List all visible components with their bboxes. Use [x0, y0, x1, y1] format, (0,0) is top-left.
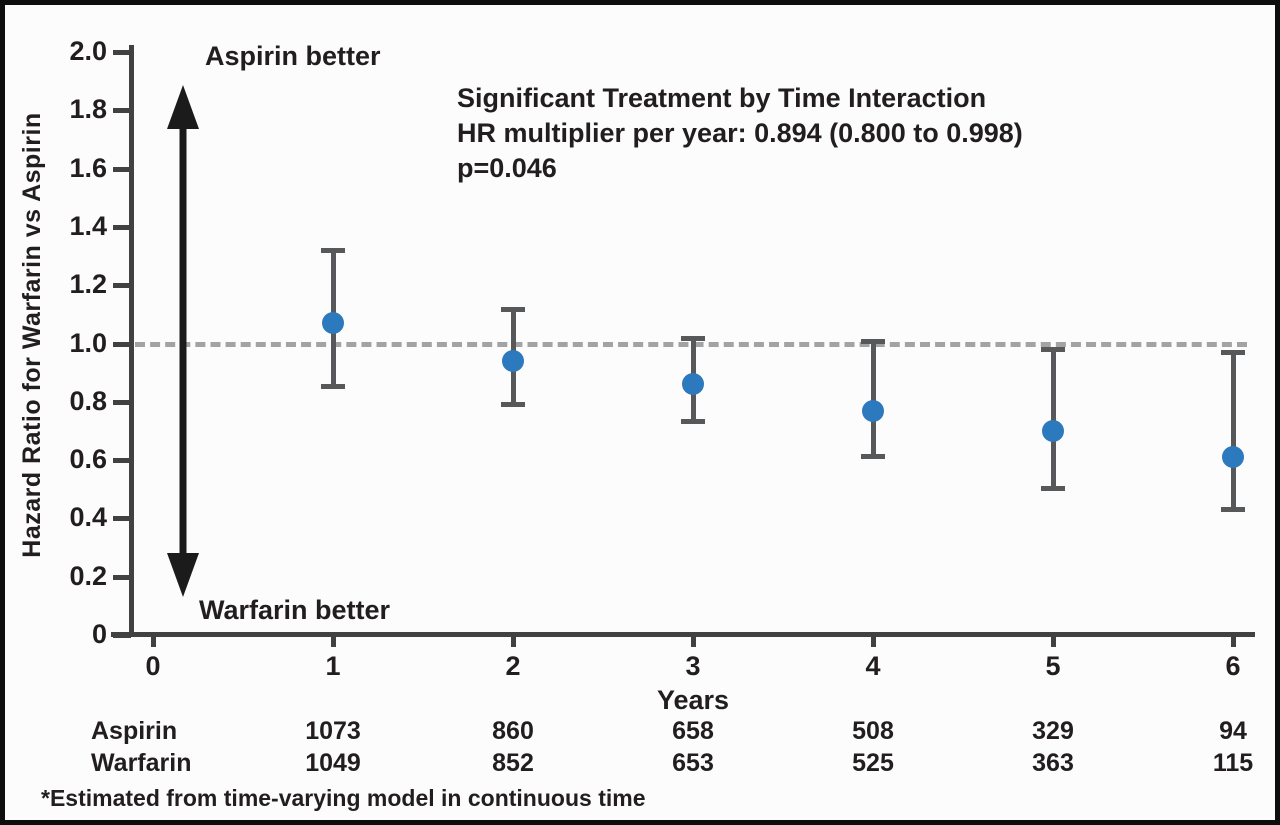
y-tick-label: 0.6: [69, 444, 107, 475]
error-bar-cap-bottom: [861, 454, 885, 460]
error-bar-cap-top: [861, 338, 885, 344]
risk-value: 363: [1032, 749, 1074, 777]
y-tick-mark: [113, 633, 131, 638]
footnote: *Estimated from time-varying model in co…: [41, 785, 646, 811]
y-tick-mark: [113, 283, 131, 289]
risk-value: 115: [1212, 749, 1254, 777]
annotation-line-1: Significant Treatment by Time Interactio…: [457, 83, 987, 113]
error-bar-cap-top: [1041, 347, 1065, 353]
x-tick-label: 2: [505, 651, 521, 681]
x-tick-label: 1: [325, 651, 341, 681]
y-tick-label: 0: [91, 619, 107, 649]
x-tick-mark: [511, 637, 516, 647]
y-tick-mark: [113, 50, 131, 55]
x-tick-mark: [151, 637, 156, 647]
x-tick-mark: [1051, 637, 1056, 647]
data-point: [682, 373, 704, 396]
y-tick-mark: [113, 516, 131, 522]
risk-value: 508: [852, 717, 894, 745]
error-bar-line: [1050, 349, 1056, 490]
error-bar-cap-bottom: [1221, 506, 1245, 512]
data-point: [502, 349, 524, 372]
y-tick-label: 0.2: [69, 560, 107, 591]
risk-value: 852: [492, 749, 534, 777]
annotation-line-2: HR multiplier per year: 0.894 (0.800 to …: [457, 118, 1023, 148]
x-tick-label: 5: [1045, 651, 1061, 681]
x-tick-label: 4: [865, 651, 881, 681]
risk-value: 525: [852, 749, 894, 777]
error-bar-line: [870, 340, 876, 458]
error-bar-cap-bottom: [321, 384, 345, 390]
y-tick-label: 1.4: [69, 210, 107, 241]
y-tick-mark: [113, 458, 131, 464]
risk-value: 860: [492, 717, 534, 745]
x-axis-title: Years: [656, 685, 730, 715]
risk-row-label: Aspirin: [91, 717, 178, 745]
double-arrow-icon: [167, 85, 199, 597]
y-tick-label: 2.0: [69, 36, 107, 66]
error-bar-cap-top: [321, 248, 345, 254]
y-tick-label: 1.0: [69, 327, 107, 358]
data-point: [1042, 419, 1064, 442]
error-bar-cap-bottom: [501, 401, 525, 407]
y-tick-label: 0.8: [69, 385, 107, 416]
x-tick-mark: [1231, 637, 1236, 647]
y-tick-label: 1.2: [69, 269, 107, 300]
x-axis-line: [111, 632, 1255, 637]
y-tick-mark: [113, 224, 131, 230]
y-tick-label: 1.6: [69, 152, 107, 183]
y-axis-line: [129, 45, 134, 637]
x-tick-mark: [331, 637, 336, 647]
y-tick-mark: [113, 108, 131, 114]
error-bar-cap-top: [501, 306, 525, 312]
y-tick-mark: [113, 574, 131, 580]
error-bar-line: [1230, 352, 1236, 510]
x-tick-mark: [691, 637, 696, 647]
x-tick-mark: [871, 637, 876, 647]
y-tick-mark: [113, 166, 131, 172]
data-point: [862, 399, 884, 422]
y-tick-mark: [113, 341, 131, 347]
error-bar-cap-top: [681, 335, 705, 341]
annotation-line-3: p=0.046: [457, 153, 557, 183]
data-point: [1222, 446, 1244, 469]
risk-value: 658: [672, 717, 714, 745]
warfarin-better-label: Warfarin better: [199, 595, 391, 625]
y-tick-label: 1.8: [69, 94, 107, 125]
risk-value: 1073: [305, 717, 361, 745]
risk-value: 329: [1032, 717, 1074, 745]
risk-row-label: Warfarin: [91, 749, 192, 777]
aspirin-better-label: Aspirin better: [205, 41, 381, 71]
plot-area: 0 0.2 0.4 0.6 0.8 1.0 1.2 1.4 1.6 1.8 2.0 0 1 2 3 4 5 6 As…: [5, 5, 1275, 820]
risk-value: 1049: [305, 749, 361, 777]
data-point: [322, 312, 344, 335]
y-tick-label: 0.4: [69, 502, 107, 533]
x-tick-label: 0: [145, 651, 161, 681]
x-tick-label: 6: [1225, 651, 1241, 681]
interaction-annotation: Significant Treatment by Time Interactio…: [457, 81, 1023, 186]
error-bar-cap-bottom: [1041, 486, 1065, 492]
y-tick-mark: [113, 399, 131, 405]
error-bar-cap-bottom: [681, 419, 705, 425]
x-tick-label: 3: [685, 651, 701, 681]
risk-value: 653: [672, 749, 714, 777]
risk-value: 94: [1219, 717, 1247, 745]
error-bar-cap-top: [1221, 350, 1245, 356]
